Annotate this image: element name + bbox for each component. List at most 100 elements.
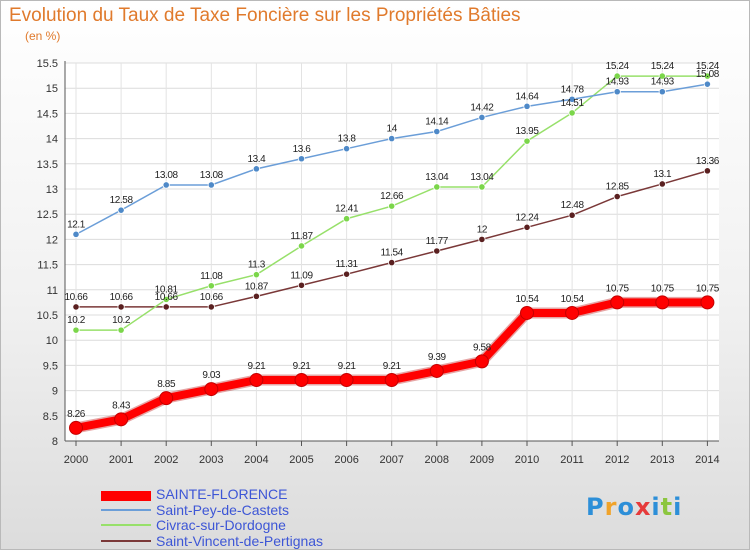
data-label: 13.04 — [425, 172, 449, 183]
data-label: 11.54 — [381, 248, 404, 259]
data-label: 14.78 — [561, 84, 585, 95]
data-point — [703, 167, 712, 175]
unit-label: (en %) — [25, 29, 61, 43]
data-label: 13.8 — [338, 134, 357, 145]
data-point — [114, 412, 129, 427]
data-point — [478, 183, 486, 191]
x-tick-label: 2003 — [199, 454, 223, 466]
data-label: 10.2 — [67, 315, 86, 326]
legend-line-saint-vincent — [101, 540, 151, 542]
x-tick-label: 2012 — [605, 454, 629, 466]
y-tick-label: 8 — [52, 436, 58, 448]
data-point — [207, 282, 215, 290]
legend-line-sainte-florence — [101, 491, 151, 501]
data-label: 13.6 — [293, 144, 312, 155]
data-label: 11.09 — [290, 270, 313, 281]
data-point — [568, 95, 576, 103]
data-point — [568, 211, 576, 219]
legend-line-civrac — [101, 524, 151, 526]
data-point — [159, 391, 174, 406]
x-tick-label: 2013 — [650, 454, 674, 466]
logo-letter: i — [673, 493, 683, 521]
y-tick-label: 14.5 — [37, 108, 58, 120]
data-point — [252, 271, 260, 279]
logo-letter: o — [617, 493, 635, 521]
data-point — [700, 295, 715, 310]
data-point — [613, 88, 621, 96]
x-tick-label: 2000 — [64, 454, 88, 466]
y-tick-label: 13.5 — [37, 159, 58, 171]
data-point — [207, 181, 215, 189]
data-point — [342, 270, 351, 278]
x-tick-label: 2005 — [289, 454, 313, 466]
data-label: 8.26 — [67, 409, 86, 420]
data-point — [474, 354, 489, 369]
x-tick-label: 2002 — [154, 454, 178, 466]
data-point — [658, 180, 666, 188]
data-label: 11.3 — [248, 260, 266, 271]
y-tick-label: 12 — [46, 234, 58, 246]
data-label: 14.14 — [425, 117, 449, 128]
data-point — [207, 303, 215, 311]
data-point — [388, 135, 396, 143]
data-label: 10.75 — [606, 283, 630, 294]
data-label: 13.04 — [470, 172, 494, 183]
data-label: 8.43 — [112, 400, 131, 411]
logo-letter: t — [660, 493, 674, 521]
data-label: 10.75 — [696, 283, 720, 294]
x-tick-label: 2014 — [695, 454, 719, 466]
x-tick-label: 2008 — [425, 454, 449, 466]
y-tick-label: 9 — [52, 386, 58, 398]
data-label: 10.66 — [64, 292, 88, 303]
data-point — [117, 326, 125, 334]
legend-label-sainte-florence: SAINTE-FLORENCE — [156, 486, 288, 502]
data-label: 10.2 — [112, 315, 131, 326]
data-label: 9.21 — [247, 361, 266, 372]
data-label: 12.1 — [67, 219, 86, 230]
data-point — [703, 80, 712, 88]
data-label: 13.36 — [696, 156, 720, 167]
data-point — [117, 303, 125, 311]
data-point — [162, 295, 170, 303]
data-point — [429, 363, 444, 378]
data-label: 11.77 — [426, 236, 449, 247]
data-label: 12.41 — [335, 204, 359, 215]
data-point — [72, 326, 80, 334]
data-point — [384, 373, 399, 388]
logo-letter: i — [651, 493, 661, 521]
logo-letter: x — [634, 493, 652, 521]
y-tick-label: 8.5 — [43, 411, 58, 423]
data-label: 11.31 — [335, 259, 358, 270]
legend-label-civrac: Civrac-sur-Dordogne — [156, 517, 286, 533]
data-label: 10.54 — [561, 294, 585, 305]
data-label: 13.95 — [515, 126, 539, 137]
data-label: 9.21 — [383, 361, 402, 372]
data-point — [523, 102, 531, 110]
data-label: 10.66 — [110, 292, 134, 303]
data-point — [523, 137, 531, 145]
data-label: 9.21 — [293, 361, 312, 372]
logo-letter: P — [586, 493, 605, 521]
data-point — [433, 183, 441, 191]
x-tick-label: 2007 — [379, 454, 403, 466]
data-label: 14.93 — [606, 77, 630, 88]
data-point — [297, 281, 306, 289]
chart-title: Evolution du Taux de Taxe Foncière sur l… — [9, 5, 521, 26]
logo-letter: r — [604, 493, 618, 521]
x-tick-label: 2010 — [515, 454, 539, 466]
x-tick-label: 2009 — [470, 454, 494, 466]
x-tick-label: 2001 — [109, 454, 133, 466]
data-point — [72, 303, 80, 311]
y-tick-label: 15.5 — [37, 58, 58, 70]
data-point — [613, 192, 621, 201]
x-tick-label: 2011 — [560, 454, 584, 466]
data-point — [523, 223, 531, 231]
y-tick-label: 11 — [47, 285, 58, 297]
data-point — [342, 215, 351, 223]
data-label: 9.58 — [473, 342, 492, 353]
data-label: 13.1 — [653, 169, 672, 180]
data-point — [342, 145, 351, 153]
data-point — [613, 72, 621, 80]
x-tick-label: 2006 — [334, 454, 358, 466]
